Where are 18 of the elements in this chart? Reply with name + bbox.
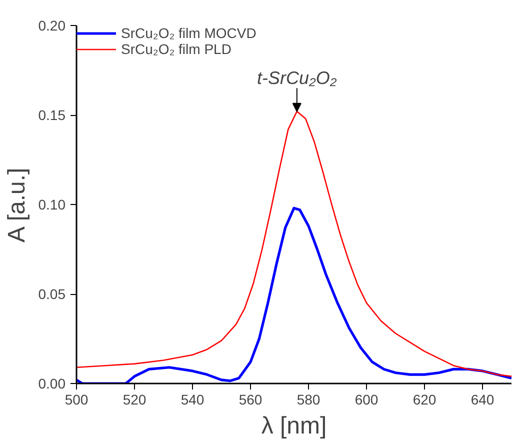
legend-label: SrCu₂O₂ film MOCVD xyxy=(121,25,256,41)
y-tick-label: 0.05 xyxy=(38,286,66,302)
x-tick-label: 580 xyxy=(296,392,320,408)
y-tick-label: 0.20 xyxy=(38,18,66,34)
x-tick-label: 500 xyxy=(64,392,88,408)
x-axis-title: λ [nm] xyxy=(261,412,327,440)
x-tick-label: 540 xyxy=(180,392,204,408)
x-tick-label: 560 xyxy=(238,392,262,408)
y-tick-label: 0.15 xyxy=(38,107,66,123)
x-tick-label: 640 xyxy=(470,392,494,408)
annotation: t-SrCu₂O₂ xyxy=(257,68,337,88)
x-tick-label: 520 xyxy=(122,392,146,408)
y-tick-label: 0.00 xyxy=(38,376,66,392)
y-axis-title: A [a.u.] xyxy=(3,168,30,243)
legend-label: SrCu₂O₂ film PLD xyxy=(121,41,232,57)
x-tick-label: 600 xyxy=(354,392,378,408)
y-tick-label: 0.10 xyxy=(38,196,66,212)
x-tick-label: 620 xyxy=(412,392,436,408)
